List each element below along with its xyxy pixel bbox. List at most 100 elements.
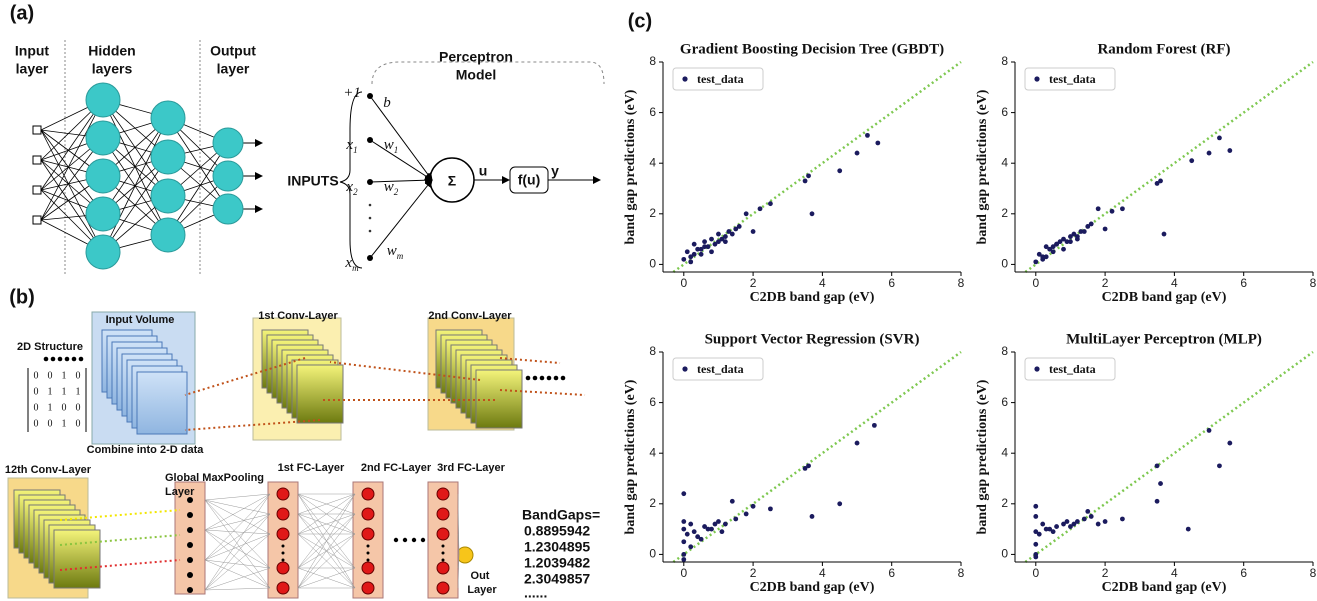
- point: [1047, 526, 1053, 532]
- symbol: w: [387, 243, 397, 259]
- connection: [204, 499, 271, 515]
- dot: [441, 544, 445, 548]
- x-tick-label: 4: [1171, 566, 1178, 580]
- dot: [441, 558, 445, 562]
- projection: [499, 389, 586, 396]
- hidden-node: [85, 120, 121, 156]
- x-tick-label: 6: [1240, 276, 1247, 290]
- point: [1158, 481, 1163, 486]
- legend-box: [1024, 67, 1116, 91]
- point: [1050, 249, 1056, 255]
- connection: [204, 513, 271, 561]
- point: [1071, 521, 1077, 527]
- point: [1085, 508, 1091, 514]
- projection: [59, 559, 181, 571]
- label: Input: [15, 43, 50, 59]
- label: 1: [48, 402, 53, 413]
- label: 1: [62, 418, 67, 429]
- input-dot: [367, 93, 373, 99]
- chart-title: Random Forest (RF): [1097, 41, 1230, 57]
- neuron: [361, 507, 375, 521]
- y-tick-label: 6: [1001, 105, 1008, 119]
- point: [1102, 226, 1108, 232]
- label: Layer: [467, 584, 497, 596]
- label: 0: [34, 402, 39, 413]
- dot: [64, 356, 70, 362]
- connection: [204, 493, 271, 531]
- sheet: [136, 371, 188, 435]
- y-tick-label: 8: [1001, 54, 1008, 68]
- point: [736, 224, 742, 229]
- x-tick-label: 4: [819, 566, 826, 580]
- label: 0.8895942: [524, 523, 590, 539]
- label: 0: [48, 418, 53, 429]
- symbol: w: [384, 137, 394, 153]
- connection: [102, 99, 169, 197]
- label: 0: [62, 402, 67, 413]
- point: [716, 519, 721, 524]
- connection: [297, 493, 356, 515]
- label: u: [479, 163, 488, 179]
- chart-title: MultiLayer Perceptron (MLP): [1066, 331, 1262, 347]
- connection: [40, 99, 104, 221]
- dot: [553, 375, 559, 381]
- dot: [281, 558, 285, 562]
- dot: [525, 375, 531, 381]
- y-tick-label: 2: [649, 496, 656, 510]
- label: 2nd FC-Layer: [361, 462, 432, 474]
- connection: [204, 513, 271, 591]
- subscript: m: [397, 251, 404, 261]
- connection: [297, 493, 356, 535]
- point: [712, 241, 718, 247]
- point: [688, 259, 694, 265]
- point: [681, 526, 687, 532]
- label: 1: [76, 386, 81, 397]
- point: [1217, 135, 1222, 141]
- y-tick-label: 6: [649, 105, 656, 119]
- x-tick-label: 2: [750, 276, 757, 290]
- legend-marker: [682, 76, 688, 82]
- x-tick-label: 8: [958, 566, 965, 580]
- point: [1064, 239, 1070, 245]
- symbol: +1: [343, 85, 361, 101]
- point: [854, 150, 860, 156]
- connection: [204, 499, 271, 589]
- point: [1154, 463, 1160, 469]
- dot: [532, 375, 538, 381]
- point: [691, 529, 697, 535]
- chart-title: Gradient Boosting Decision Tree (GBDT): [680, 41, 944, 57]
- point: [1033, 529, 1039, 535]
- point: [806, 463, 811, 469]
- input-node: [32, 215, 42, 225]
- connection: [297, 513, 356, 535]
- point: [729, 498, 735, 504]
- x-axis-label: C2DB band gap (eV): [750, 290, 875, 305]
- y-tick-label: 0: [1001, 257, 1008, 271]
- neuron: [276, 581, 290, 595]
- connection: [102, 137, 169, 236]
- y-tick-label: 8: [649, 54, 656, 68]
- connection: [204, 499, 271, 569]
- label: layer: [217, 61, 250, 77]
- chart-title: Support Vector Regression (SVR): [705, 331, 920, 347]
- label: 12th Conv-Layer: [5, 464, 92, 476]
- y-axis-label: band gap predictions (eV): [623, 379, 638, 534]
- point: [722, 234, 728, 239]
- point: [698, 251, 704, 257]
- point: [1074, 234, 1080, 239]
- x-tick-label: 8: [958, 276, 965, 290]
- point: [1227, 148, 1233, 153]
- x-tick-label: 6: [888, 566, 895, 580]
- math-label: xm: [344, 255, 359, 273]
- weight-line: [369, 176, 433, 185]
- dot: [402, 537, 408, 543]
- connection: [297, 533, 356, 589]
- point: [681, 519, 687, 524]
- x-tick-label: 0: [680, 276, 687, 290]
- label: 1st Conv-Layer: [258, 310, 338, 322]
- connection: [204, 559, 271, 569]
- y-tick-label: 4: [649, 445, 656, 459]
- hidden-node: [85, 196, 121, 232]
- pool-unit: [187, 542, 193, 548]
- pool-unit: [187, 572, 193, 578]
